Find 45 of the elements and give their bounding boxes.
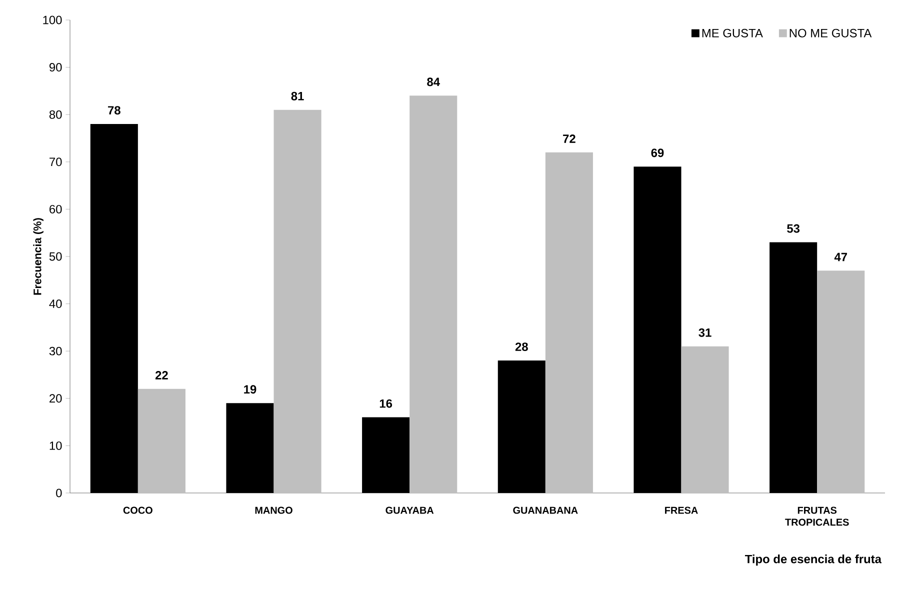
data-label: 47 (834, 252, 847, 262)
x-tick-label: GUANABANA (513, 506, 578, 514)
bar (770, 242, 818, 493)
data-label: 53 (787, 224, 800, 233)
data-label: 22 (155, 371, 168, 380)
data-label: 72 (563, 134, 576, 143)
y-tick-label: 0 (56, 488, 62, 498)
x-tick-label: COCO (123, 506, 152, 514)
y-tick-label: 10 (50, 441, 62, 450)
bar (138, 388, 186, 493)
y-tick-label: 90 (50, 63, 62, 72)
y-axis-title: Frecuencia (%) (33, 218, 44, 295)
data-label: 84 (427, 78, 440, 86)
data-label: 31 (698, 328, 712, 337)
y-tick-label: 30 (49, 346, 62, 356)
data-label: 16 (380, 399, 392, 408)
legend-label: ME GUSTA (702, 28, 763, 38)
y-tick-label: 100 (43, 16, 62, 24)
x-tick-label: MANGO (255, 506, 292, 514)
bar (226, 403, 274, 493)
bar (545, 152, 593, 493)
y-tick-label: 20 (50, 394, 62, 403)
x-axis-title: Tipo de esencia de fruta (744, 554, 882, 566)
y-tick-label: 70 (50, 158, 62, 166)
bar (274, 110, 322, 493)
data-label: 69 (651, 148, 664, 158)
bar (362, 417, 410, 493)
data-label: 28 (515, 342, 528, 352)
data-label: 81 (291, 92, 304, 100)
x-tick-label: FRESA (665, 506, 698, 514)
legend-label: NO ME GUSTA (790, 28, 872, 38)
data-label: 19 (244, 385, 256, 394)
bar (90, 124, 138, 493)
data-label: 78 (108, 106, 120, 115)
bar (410, 96, 458, 493)
y-tick-label: 80 (49, 110, 62, 119)
x-tick-label: GUAYABA (386, 506, 434, 514)
bar (634, 166, 682, 493)
y-tick-label: 50 (49, 252, 62, 261)
bar (817, 270, 865, 493)
y-tick-label: 40 (49, 300, 62, 308)
bar (681, 346, 729, 493)
bar (498, 360, 546, 493)
y-tick-label: 60 (50, 204, 62, 214)
x-tick-label: FRUTAS TROPICALES (785, 506, 849, 526)
